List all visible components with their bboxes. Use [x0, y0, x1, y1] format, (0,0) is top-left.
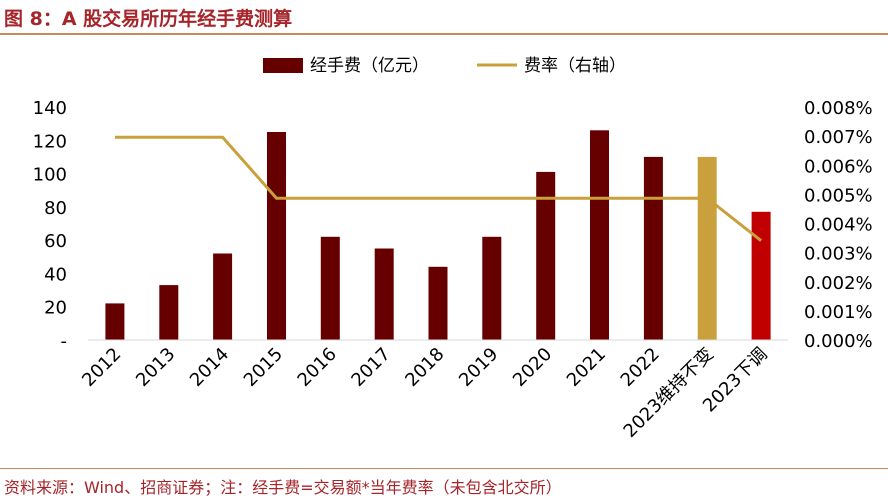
y-left-tick-label: 140	[33, 98, 67, 119]
x-tick-label: 2014	[186, 344, 233, 391]
y-left-tick-label: 80	[44, 198, 67, 219]
x-tick-label: 2022	[617, 344, 664, 391]
y-left-tick-label: 120	[33, 131, 67, 152]
y-left-tick-label: -	[61, 331, 68, 352]
y-left-tick-label: 40	[44, 264, 67, 285]
y-right-tick-label: 0.006%	[804, 156, 873, 177]
y-right-tick-label: 0.005%	[804, 185, 873, 206]
bar-2018	[428, 266, 448, 340]
axes-layer: - 20 40 60 80 100 120 140 0.000% 0.001% 0.002% 0.00…	[33, 98, 873, 442]
title-rule	[0, 33, 888, 35]
y-left-tick-label: 60	[44, 231, 67, 252]
y-right-tick-label: 0.008%	[804, 98, 873, 119]
legend-bar-label: 经手费（亿元）	[310, 56, 429, 76]
y-left-tick-label: 20	[44, 298, 67, 319]
bar-2012	[105, 303, 125, 340]
y-left-tick-label: 100	[33, 165, 67, 186]
source-rule	[0, 468, 888, 469]
x-tick-label: 2015	[240, 344, 287, 391]
x-tick-label: 2018	[401, 344, 448, 391]
x-tick-label: 2020	[509, 344, 556, 391]
y-right-tick-label: 0.003%	[804, 244, 873, 265]
x-tick-label: 2021	[563, 344, 610, 391]
bar-2013	[159, 285, 179, 340]
bar-2023下调	[751, 211, 771, 340]
bar-2020	[536, 171, 556, 340]
bar-2019	[482, 236, 502, 340]
bar-2014	[213, 253, 233, 340]
bar-2021	[590, 130, 609, 340]
x-tick-label: 2012	[78, 344, 125, 391]
bars-layer	[105, 130, 771, 340]
rate-line	[114, 135, 763, 242]
y-right-tick-label: 0.002%	[804, 273, 873, 294]
legend-bar-swatch	[263, 58, 303, 73]
legend: 经手费（亿元） 费率（右轴）	[263, 56, 626, 76]
bar-2017	[374, 248, 394, 340]
bar-2022	[643, 156, 663, 340]
y-right-tick-label: 0.007%	[804, 127, 873, 148]
x-tick-label: 2017	[347, 344, 394, 391]
figure-title: 图 8：A 股交易所历年经手费测算	[4, 8, 293, 30]
x-tick-label: 2019	[455, 344, 502, 391]
bar-2016	[320, 236, 340, 340]
y-right-tick-label: 0.000%	[804, 331, 873, 352]
bar-2023维持不变	[697, 156, 717, 340]
y-right-tick-label: 0.004%	[804, 215, 873, 236]
rate-line-layer	[114, 135, 763, 242]
source-note: 资料来源：Wind、招商证券；注：经手费=交易额*当年费率（未包含北交所）	[4, 478, 562, 497]
x-tick-label: 2013	[132, 344, 179, 391]
bar-2015	[267, 132, 286, 340]
y-right-tick-label: 0.001%	[804, 302, 873, 323]
x-tick-label: 2016	[294, 344, 341, 391]
legend-line-label: 费率（右轴）	[524, 56, 626, 76]
